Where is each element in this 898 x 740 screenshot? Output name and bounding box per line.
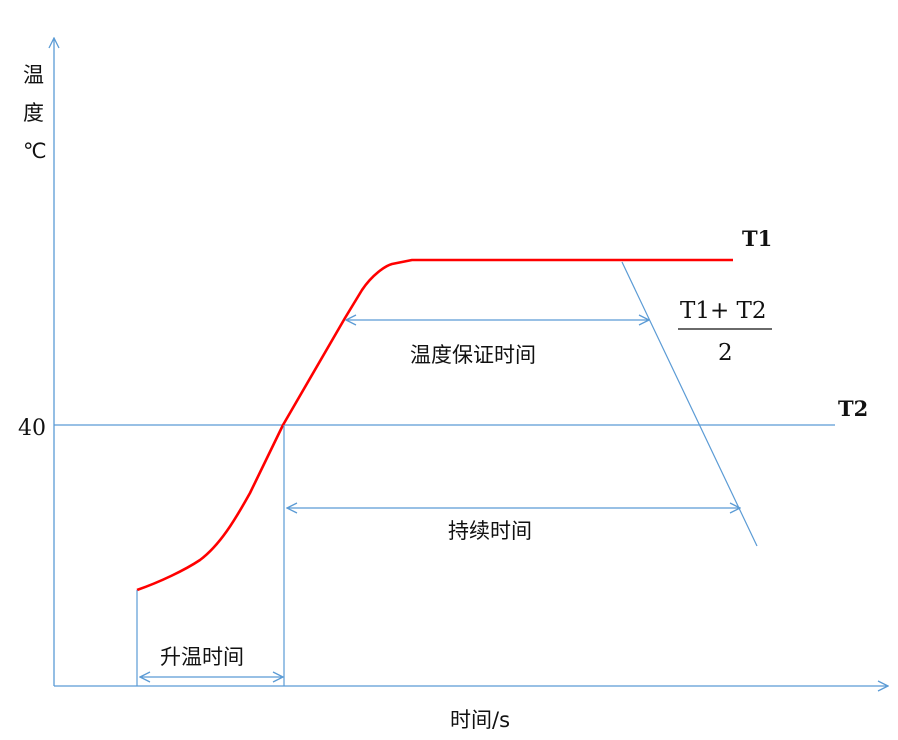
y-axis-label-line2: 度 <box>23 101 44 125</box>
x-axis-label: 时间/s <box>450 708 510 732</box>
duration-time-label: 持续时间 <box>448 519 532 543</box>
heating-time-label: 升温时间 <box>160 645 244 669</box>
y-tick-40: 40 <box>18 416 46 441</box>
fraction-numerator: T1+ T2 <box>680 298 767 324</box>
t2-label: T2 <box>838 396 868 421</box>
temperature-curve <box>136 258 733 592</box>
guarantee-time-label: 温度保证时间 <box>410 343 536 367</box>
t1-label: T1 <box>742 226 772 251</box>
cooling-line <box>621 261 758 547</box>
y-axis-label-line3: ℃ <box>23 139 47 163</box>
y-axis-label-line1: 温 <box>23 63 44 87</box>
fraction-denominator: 2 <box>718 340 733 366</box>
